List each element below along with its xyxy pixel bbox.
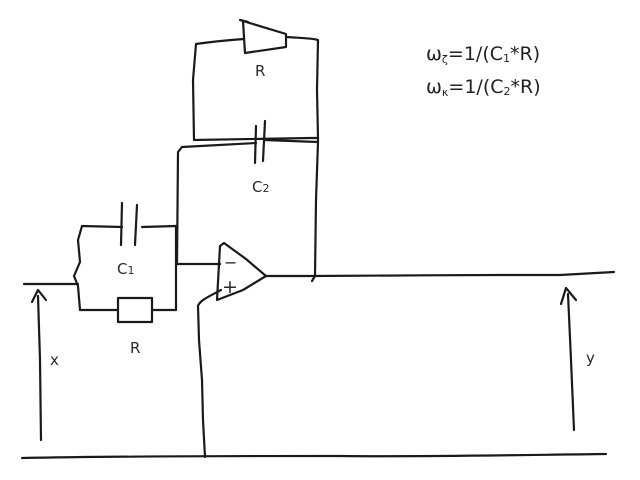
noninverting-input-wire xyxy=(196,288,223,459)
feedback-capacitor-wire xyxy=(175,136,320,266)
resistor-bottom-label: R xyxy=(130,339,140,357)
input-resistor-wire-right xyxy=(150,224,178,312)
input-capacitor-plate-left xyxy=(119,201,124,247)
output-voltage-arrow xyxy=(559,286,578,432)
op-amp: − + xyxy=(196,241,616,459)
output-arrow-shaft xyxy=(566,292,576,432)
output-label-y: y xyxy=(586,349,595,367)
op-amp-plus-sign: + xyxy=(222,276,238,298)
capacitor-c2-label: C2 xyxy=(252,178,269,196)
input-capacitor-plate-right xyxy=(133,203,139,247)
feedback-resistor xyxy=(241,19,288,55)
input-arrow-shaft xyxy=(36,294,43,442)
feedback-capacitor-plate-right xyxy=(261,119,267,163)
feedback-resistor-wire-right xyxy=(284,35,320,140)
ground-line xyxy=(20,452,608,460)
resistor-top-label: R xyxy=(255,62,265,80)
output-arrow-head xyxy=(559,286,578,306)
capacitor-c1-label: C1 xyxy=(117,260,134,278)
op-amp-minus-sign: − xyxy=(224,253,237,272)
feedback-to-output-wire xyxy=(310,140,320,283)
output-line xyxy=(264,270,616,278)
formula-line-1: ωζ=1/(C1*R) xyxy=(426,43,540,66)
feedback-capacitor-plate-left xyxy=(253,124,258,165)
input-network xyxy=(22,201,222,324)
feedback-resistor-wire-left xyxy=(191,37,320,142)
feedback-network xyxy=(175,18,320,283)
input-voltage-arrow xyxy=(30,288,48,442)
input-capacitor-wire xyxy=(72,224,178,312)
input-label-x: x xyxy=(50,351,59,369)
feedback-resistor-cap-stroke xyxy=(238,18,250,24)
formula-line-2: ωκ=1/(C2*R) xyxy=(426,76,541,99)
input-resistor xyxy=(116,296,154,324)
input-arrow-head xyxy=(30,288,48,304)
